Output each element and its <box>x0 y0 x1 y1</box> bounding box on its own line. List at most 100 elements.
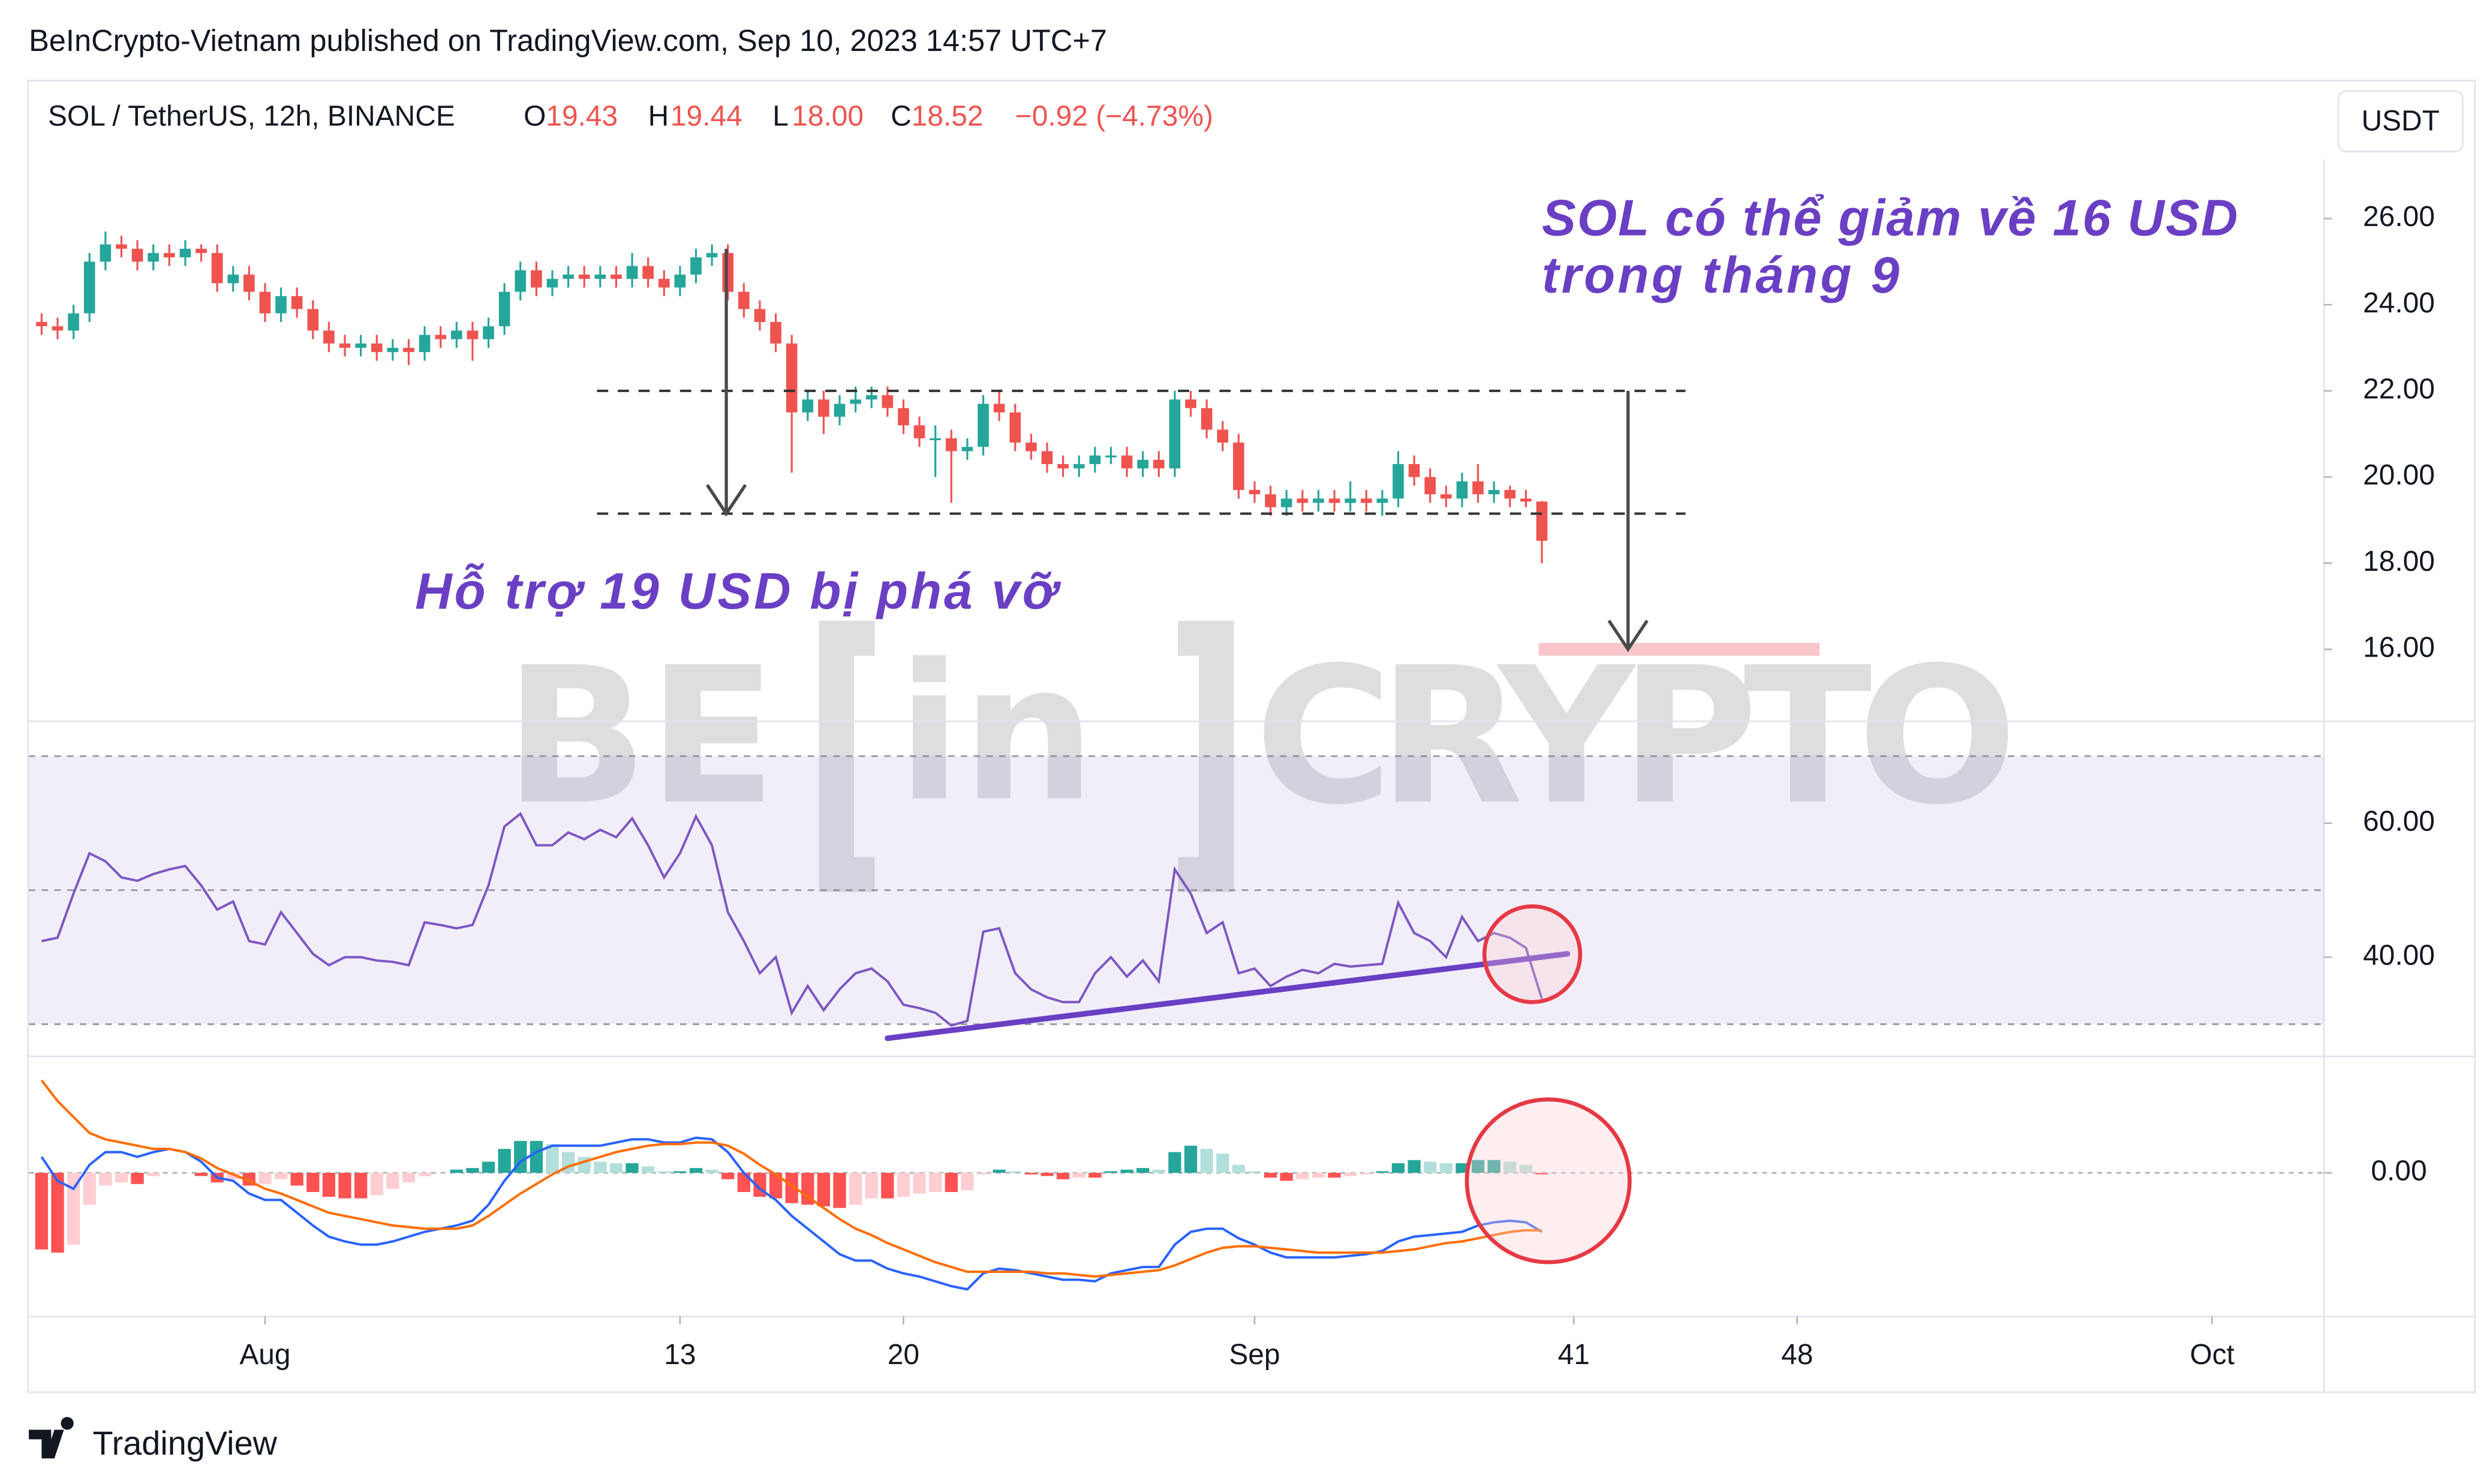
watermark-right: CRYPTO <box>1255 628 2017 847</box>
button-label[interactable]: USDT <box>2362 106 2440 137</box>
candle-body <box>690 257 702 275</box>
trend-line <box>885 951 1571 1041</box>
candle-body <box>1424 477 1436 495</box>
histogram-bar <box>498 1149 511 1173</box>
candle-body <box>355 343 366 348</box>
candle-body <box>83 261 95 314</box>
candle-body <box>1153 459 1165 469</box>
histogram-bar <box>35 1173 49 1250</box>
histogram-bar <box>801 1173 814 1205</box>
currency-button[interactable]: USDT <box>2337 90 2464 153</box>
candle-body <box>913 425 925 438</box>
histogram-bar <box>482 1161 495 1173</box>
y-tick-label: 60.00 <box>2363 805 2435 837</box>
legend-change: −0.92 (−4.73%) <box>1015 101 1213 133</box>
band-fill <box>29 756 2324 1025</box>
watermark-left: BE <box>504 628 777 847</box>
candle-body <box>546 279 558 288</box>
candle-body <box>738 291 750 309</box>
histogram-bar <box>1184 1145 1198 1173</box>
candle-body <box>163 253 175 258</box>
candle-body <box>1472 481 1484 495</box>
candle-body <box>435 335 447 339</box>
candle-body <box>339 343 351 348</box>
legend-key: O <box>524 101 546 133</box>
histogram-bar <box>1503 1161 1517 1173</box>
candle-body <box>68 313 79 331</box>
histogram-bar <box>594 1161 607 1173</box>
histogram-bar <box>51 1173 64 1253</box>
histogram-bar <box>849 1173 862 1205</box>
histogram-bar <box>897 1173 910 1197</box>
candle-body <box>1345 498 1356 503</box>
y-tick-label: 40.00 <box>2363 940 2435 971</box>
candle-body <box>1456 481 1468 499</box>
watermark: BE in CRYPTO <box>504 621 2017 892</box>
candle-body <box>578 274 590 279</box>
legend-key: C <box>891 101 912 133</box>
histogram-bar <box>1296 1173 1309 1179</box>
histogram-bar <box>657 1171 670 1173</box>
histogram-bar <box>354 1173 368 1199</box>
arrow-head <box>705 484 747 517</box>
watermark-middle: in <box>897 624 1096 843</box>
histogram-bar <box>306 1173 320 1192</box>
candle-body <box>882 395 894 408</box>
legend-symbol: SOL / TetherUS, 12h, BINANCE <box>48 101 455 133</box>
candle-body <box>1026 443 1037 451</box>
histogram-bar <box>865 1173 878 1199</box>
histogram-bar <box>1328 1173 1341 1178</box>
macd-line <box>40 1136 1543 1291</box>
histogram-bar <box>1535 1173 1548 1175</box>
candle-body <box>1041 451 1053 465</box>
candle-body <box>1441 494 1452 499</box>
candle-body <box>1185 399 1196 408</box>
histogram-bar <box>1280 1173 1293 1181</box>
candle-body <box>196 248 207 254</box>
histogram-bar <box>274 1173 288 1179</box>
y-tick-label: 24.00 <box>2363 287 2435 319</box>
histogram-bar <box>1344 1173 1357 1176</box>
histogram-bar <box>1200 1149 1213 1173</box>
histogram-bar <box>961 1173 974 1191</box>
histogram-bar <box>1360 1173 1373 1175</box>
histogram-bar <box>290 1173 303 1186</box>
candle-body <box>451 330 462 339</box>
macd-line <box>40 1079 1542 1278</box>
x-tick-label: 41 <box>1558 1339 1590 1371</box>
histogram-bar <box>1312 1173 1325 1178</box>
candle-body <box>786 343 798 413</box>
histogram-bar <box>1056 1173 1070 1179</box>
histogram-bar <box>418 1173 431 1176</box>
candle-body <box>52 326 64 331</box>
button-frame[interactable] <box>2337 90 2464 153</box>
legend-value: 18.00 <box>792 101 864 133</box>
candle-body <box>706 253 718 258</box>
candle-body <box>1089 455 1101 465</box>
histogram-bar <box>450 1169 463 1173</box>
candle-body <box>850 399 861 404</box>
x-tick-label: Aug <box>239 1339 290 1371</box>
candle-body <box>1009 412 1021 443</box>
candle-body <box>1233 443 1244 490</box>
histogram-bar <box>769 1173 783 1199</box>
arrow-head <box>1607 619 1649 652</box>
brand-name: TradingView <box>93 1424 278 1462</box>
histogram-bar <box>1471 1160 1485 1173</box>
candle-body <box>898 408 909 426</box>
candle-body <box>834 404 846 417</box>
candle-body <box>531 270 542 288</box>
candle-body <box>1137 459 1148 469</box>
candle-body <box>131 248 143 262</box>
candle-body <box>371 343 383 353</box>
candle-body <box>1057 464 1069 469</box>
histogram-bar <box>1376 1171 1389 1173</box>
candle-body <box>419 335 431 353</box>
candle-body <box>148 253 159 262</box>
x-tick-label: 20 <box>888 1339 919 1371</box>
histogram-bar <box>1136 1168 1150 1173</box>
histogram-bar <box>833 1173 846 1208</box>
histogram-bar <box>945 1173 958 1192</box>
histogram-bar <box>1216 1154 1229 1173</box>
